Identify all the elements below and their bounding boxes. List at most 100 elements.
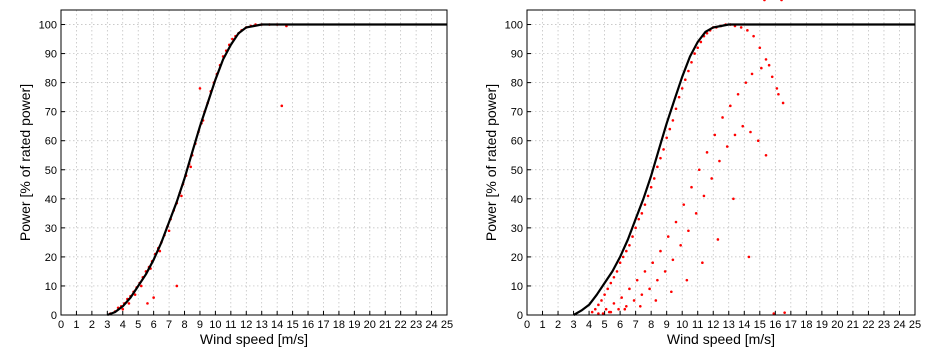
right-data-point-97 — [756, 139, 760, 143]
left-x-tick-label-21: 21 — [379, 319, 391, 331]
right-data-point-47 — [752, 34, 755, 38]
right-data-point-28 — [677, 95, 681, 99]
right-data-point-11 — [625, 249, 628, 253]
left-tick-labels: 0 1 2 3 4 5 6 7 8 9 10 11 12 13 14 15 16 17 18 19 20 21 22 23 24… — [39, 20, 453, 331]
right-data-point-74 — [760, 66, 763, 70]
right-x-tick-label-25: 25 — [909, 319, 921, 331]
left-data-point-63 — [189, 165, 192, 169]
right-data-point-55 — [612, 302, 616, 305]
left-x-tick-label-17: 17 — [317, 319, 329, 331]
right-data-point-90 — [702, 194, 706, 198]
right-x-tick-label-10: 10 — [676, 319, 688, 331]
left-y-tick-label-7: 70 — [45, 107, 57, 119]
right-data-point-105 — [670, 290, 673, 294]
right-data-point-106 — [685, 278, 689, 282]
right-data-point-37 — [705, 31, 709, 35]
right-data-point-110 — [747, 255, 751, 259]
right-data-point-34 — [696, 46, 700, 50]
right-data-point-86 — [671, 258, 675, 262]
right-data-point-87 — [679, 243, 682, 247]
left-y-tick-label-5: 50 — [45, 165, 57, 177]
left-power-curve-line — [106, 23, 447, 317]
right-data-point-79 — [617, 307, 620, 311]
right-reference-curve — [573, 23, 915, 316]
right-data-point-65 — [690, 185, 693, 189]
right-data-point-108 — [716, 238, 720, 241]
right-data-point-66 — [697, 168, 701, 172]
right-data-point-1 — [593, 307, 597, 311]
right-data-point-49 — [764, 58, 768, 61]
right-data-point-33 — [693, 52, 696, 55]
right-data-point-22 — [659, 156, 662, 160]
left-y-tick-label-10: 100 — [39, 20, 57, 32]
right-data-point-53 — [597, 312, 600, 315]
right-x-tick-label-11: 11 — [692, 319, 703, 331]
right-data-point-24 — [665, 136, 668, 140]
right-data-point-80 — [625, 304, 628, 308]
right-data-point-60 — [651, 261, 655, 265]
right-y-tick-label-3: 30 — [511, 223, 523, 235]
right-power-curve-chart: 0 1 2 3 4 5 6 7 8 9 10 11 12 13 14 15 16 17 18 19 20 21 22 23 24… — [483, 0, 921, 347]
right-data-point-83 — [648, 287, 651, 291]
right-x-tick-label-20: 20 — [831, 319, 843, 331]
right-data-point-45 — [739, 26, 743, 29]
right-data-point-16 — [640, 212, 644, 215]
right-data-point-111 — [763, 0, 766, 2]
left-data-point-56 — [127, 302, 131, 305]
right-x-tick-label-16: 16 — [769, 319, 781, 331]
left-plot-frame — [60, 9, 448, 316]
left-power-curve-chart: 0 1 2 3 4 5 6 7 8 9 10 11 12 13 14 15 16 17 18 19 20 21 22 23 24… — [17, 9, 453, 347]
left-x-tick-label-2: 2 — [89, 319, 95, 331]
left-data-point-61 — [167, 229, 171, 233]
right-data-point-0 — [590, 310, 594, 314]
right-data-point-88 — [687, 229, 690, 233]
left-x-tick-label-18: 18 — [333, 319, 345, 331]
right-data-point-19 — [649, 185, 653, 189]
right-x-tick-label-7: 7 — [633, 319, 639, 331]
left-x-axis-label: Wind speed [m/s] — [200, 331, 308, 347]
right-data-point-30 — [684, 78, 687, 82]
right-data-point-68 — [713, 133, 717, 137]
right-data-point-62 — [666, 235, 670, 238]
right-y-tick-label-4: 40 — [511, 194, 523, 206]
right-data-point-35 — [699, 40, 703, 44]
right-data-point-32 — [690, 60, 693, 64]
right-data-point-3 — [600, 299, 603, 302]
right-data-point-71 — [736, 92, 740, 96]
left-x-tick-label-7: 7 — [166, 319, 172, 331]
left-data-point-62 — [180, 194, 183, 198]
right-data-point-93 — [725, 145, 729, 148]
left-data-point-57 — [133, 293, 137, 296]
right-data-point-101 — [607, 310, 611, 314]
right-data-point-61 — [659, 249, 662, 253]
right-data-point-17 — [643, 203, 647, 206]
right-y-tick-label-0: 0 — [517, 310, 523, 322]
left-x-tick-label-4: 4 — [120, 319, 126, 331]
right-x-tick-label-13: 13 — [723, 319, 735, 331]
left-y-tick-label-9: 90 — [45, 49, 57, 61]
right-data-point-56 — [620, 296, 623, 299]
right-data-point-31 — [687, 69, 690, 73]
left-data-point-51 — [152, 296, 155, 299]
right-x-tick-label-1: 1 — [539, 319, 545, 331]
left-x-tick-label-1: 1 — [73, 319, 79, 331]
right-data-point-2 — [597, 303, 600, 307]
right-data-point-7 — [612, 275, 616, 279]
right-y-tick-label-1: 10 — [511, 281, 523, 293]
right-data-point-26 — [671, 119, 675, 122]
right-data-point-92 — [718, 159, 721, 163]
right-data-point-9 — [618, 261, 622, 265]
right-data-point-75 — [767, 63, 771, 67]
right-x-tick-label-24: 24 — [893, 319, 905, 331]
right-data-point-14 — [634, 226, 637, 230]
right-data-point-18 — [646, 194, 650, 198]
left-x-tick-label-23: 23 — [410, 319, 422, 331]
right-data-point-82 — [640, 293, 644, 296]
right-data-point-95 — [741, 124, 745, 128]
left-x-tick-label-10: 10 — [209, 319, 221, 331]
right-data-point-46 — [746, 29, 749, 32]
left-x-tick-label-5: 5 — [135, 319, 141, 331]
right-data-point-107 — [701, 261, 704, 265]
left-x-tick-label-16: 16 — [302, 319, 314, 331]
right-x-axis-label: Wind speed [m/s] — [667, 331, 775, 347]
